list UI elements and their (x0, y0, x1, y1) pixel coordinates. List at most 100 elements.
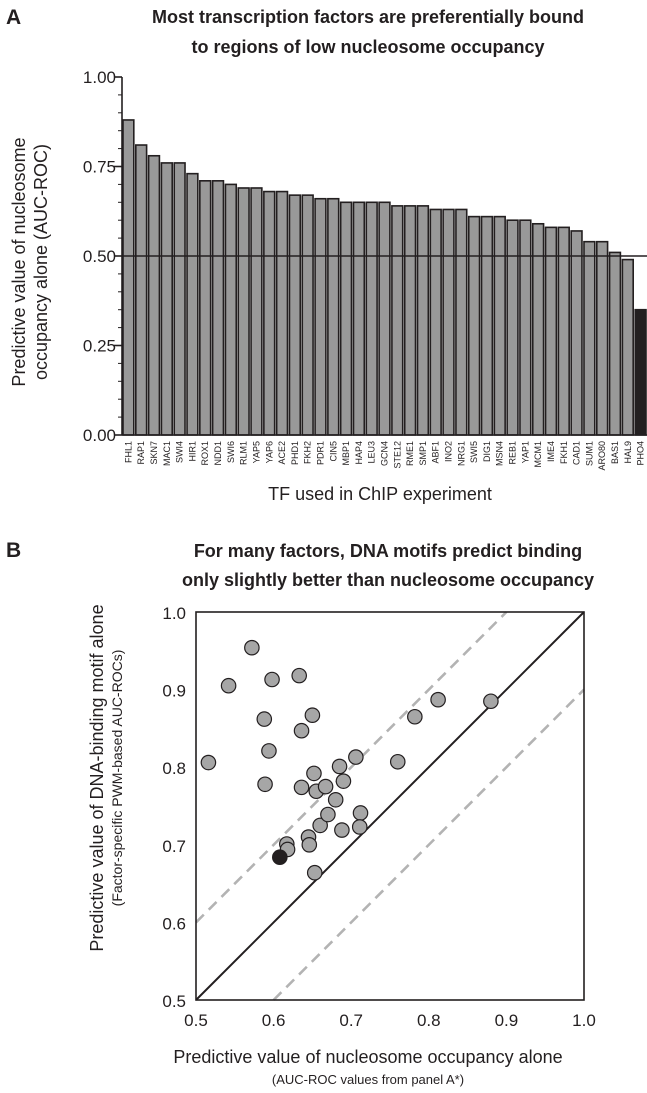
scatter-point (264, 671, 280, 688)
scatter-point (320, 806, 336, 823)
y-tick-label: 1.0 (162, 604, 186, 623)
scatter-point (293, 779, 310, 796)
category-label: SUM1 (584, 441, 594, 466)
panel-b-points (200, 639, 499, 881)
x-tick-label: 1.0 (572, 1011, 596, 1030)
category-label: REB1 (508, 441, 518, 465)
category-label: NRG1 (456, 441, 466, 466)
bar-hir1 (186, 172, 199, 436)
bar-rox1 (199, 180, 212, 436)
category-label: FKH2 (303, 441, 313, 464)
category-label: INO2 (444, 441, 454, 462)
x-tick-label: 0.7 (339, 1011, 363, 1030)
scatter-point (257, 776, 273, 793)
bar-pdr1 (314, 197, 327, 436)
category-label: STE12 (392, 441, 402, 469)
scatter-point (317, 778, 334, 795)
bar-ste12 (391, 205, 404, 436)
panel-a-category-labels: FHL1 RAP1 SKN7 MAC1 SWI4 HIR1 ROX1 NDD1 SWI6 RLM1… (123, 441, 645, 471)
bar-gcn4 (378, 201, 391, 436)
category-label: ARO80 (597, 441, 607, 471)
category-label: CIN5 (328, 441, 338, 462)
scatter-point (293, 722, 310, 739)
bar-ino2 (442, 208, 455, 436)
y-tick-label: 0.75 (83, 158, 116, 177)
x-tick-label: 0.8 (417, 1011, 441, 1030)
panel-a-ylabel-line-2: occupancy alone (AUC-ROC) (31, 144, 51, 380)
scatter-point (389, 753, 406, 770)
panel-b-title-line-1: For many factors, DNA motifs predict bin… (194, 541, 582, 561)
scatter-point (334, 822, 350, 838)
category-label: PHD1 (290, 441, 300, 465)
scatter-point (304, 707, 321, 724)
bar-swi4 (173, 162, 186, 436)
panel-b-plot-frame (195, 611, 585, 1001)
y-tick-label: 0.5 (162, 992, 186, 1011)
dashed-reference-line (195, 611, 508, 924)
bar-leu3 (365, 201, 378, 436)
category-label: RAP1 (136, 441, 146, 465)
bar-cin5 (327, 197, 340, 436)
category-label: BAS1 (610, 441, 620, 464)
bar-mac1 (160, 162, 174, 436)
bar-rap1 (135, 144, 148, 436)
y-tick-label: 0.9 (162, 682, 186, 701)
scatter-point (256, 711, 273, 727)
scatter-point (291, 667, 308, 684)
bar-rme1 (403, 205, 417, 436)
bar-nrg1 (455, 208, 468, 436)
y-tick-label: 0.50 (83, 247, 116, 266)
bar-reb1 (506, 219, 519, 436)
bar-aro80 (595, 240, 609, 436)
panel-b-xlabel-line-1: Predictive value of nucleosome occupancy… (173, 1047, 562, 1067)
panel-a: A Most transcription factors are prefere… (6, 6, 647, 504)
category-label: ROX1 (200, 441, 210, 466)
dashed-reference-line (272, 688, 585, 1001)
y-tick-label: 0.00 (83, 426, 116, 445)
category-label: HAP4 (354, 441, 364, 465)
y-tick-label: 0.25 (83, 337, 116, 356)
category-label: YAP6 (264, 441, 274, 463)
panel-b-ylabel-line-2: (Factor-specific PWM-based AUC-ROCs) (109, 650, 125, 907)
panel-a-xlabel: TF used in ChIP experiment (268, 484, 492, 504)
scatter-point (407, 708, 423, 725)
category-label: FHL1 (123, 441, 133, 463)
scatter-point (200, 754, 217, 771)
category-label: SKN7 (149, 441, 159, 465)
category-label: DIG1 (482, 441, 492, 462)
bar-msn4 (493, 215, 506, 436)
category-label: LEU3 (367, 441, 377, 464)
panel-b-reference-lines (195, 611, 585, 1001)
scatter-point (244, 639, 260, 656)
x-tick-label: 0.9 (495, 1011, 519, 1030)
category-label: PDR1 (315, 441, 325, 465)
bar-ndd1 (211, 180, 225, 436)
y-tick-label: 0.7 (162, 837, 186, 856)
category-label: MBP1 (341, 441, 351, 466)
category-label: SMP1 (418, 441, 428, 466)
bar-yap1 (519, 219, 532, 436)
scatter-point (351, 819, 368, 835)
category-label: YAP5 (251, 441, 261, 463)
bar-swi5 (467, 215, 481, 436)
scatter-point (483, 693, 499, 710)
bar-skn7 (147, 154, 161, 436)
bar-fkh2 (301, 194, 314, 436)
scatter-point (306, 765, 322, 782)
category-label: SWI4 (175, 441, 185, 463)
category-label: ACE2 (277, 441, 287, 465)
category-label: HIR1 (187, 441, 197, 462)
category-label: SWI6 (226, 441, 236, 463)
category-label: PHO4 (636, 441, 646, 466)
scatter-point (312, 817, 328, 834)
bar-cad1 (570, 230, 583, 436)
category-label: MSN4 (495, 441, 505, 466)
scatter-point (430, 691, 446, 708)
bar-fhl1 (122, 119, 135, 436)
scatter-point (220, 677, 237, 694)
scatter-point (306, 864, 323, 881)
bar-hal9 (621, 258, 634, 436)
category-label: HAL9 (623, 441, 633, 464)
panel-b-title-line-2: only slightly better than nucleosome occ… (182, 570, 594, 590)
